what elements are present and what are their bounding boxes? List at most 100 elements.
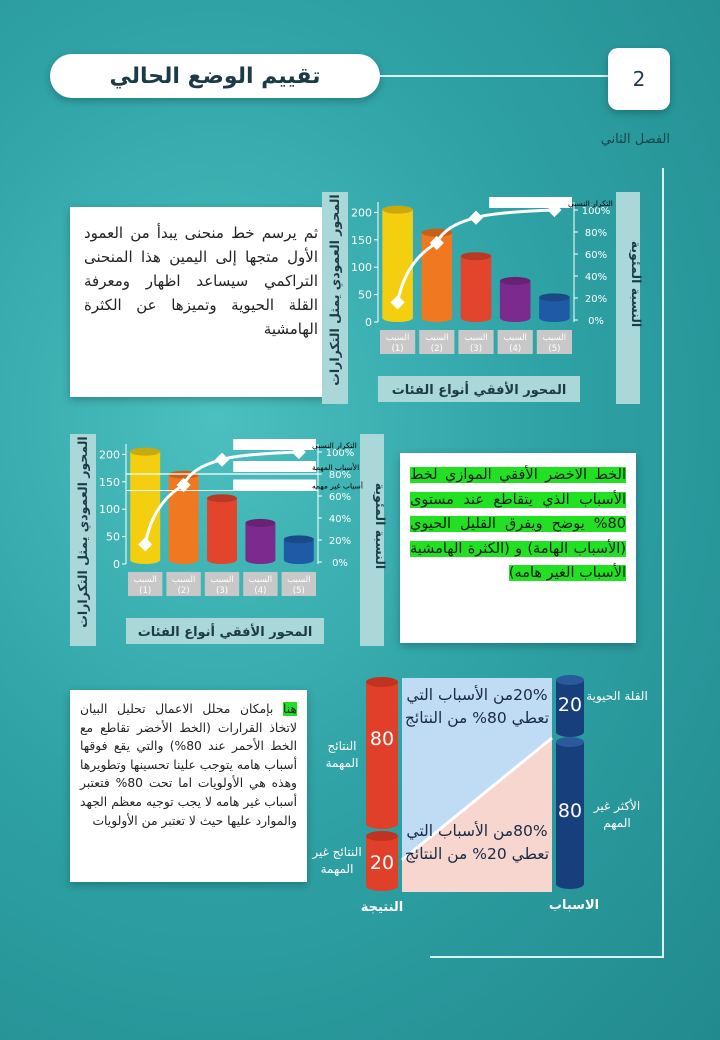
- pareto-rule-diagram: 80 20 20 80 20%من الأسباب التي تعطي 80% …: [312, 672, 650, 922]
- category-box: [166, 572, 201, 596]
- legend-important-box: [233, 461, 316, 472]
- category-label-index: (5): [548, 344, 560, 354]
- y-tick-label: 150: [351, 234, 372, 247]
- y2-tick-label: 40%: [585, 272, 607, 283]
- category-label: السبب: [503, 333, 526, 343]
- results-label: النتيجة: [360, 900, 404, 915]
- cumulative-curve: [143, 450, 299, 545]
- trivial-many-label: الأكثر غير المهم: [593, 799, 641, 830]
- category-label-index: (3): [216, 586, 228, 596]
- bar-top: [499, 276, 531, 285]
- chapter-label: الفصل الثاني: [600, 132, 670, 147]
- category-label-index: (1): [139, 586, 151, 596]
- category-label-index: (2): [178, 586, 190, 596]
- y2-axis-title: النسبة المئوية: [373, 483, 388, 569]
- text-block-green-line-text: الخط الاخضر الأفقي الموازي لخط الأسباب ا…: [410, 467, 626, 581]
- y-tick-label: 0: [113, 558, 120, 571]
- category-label: السبب: [543, 333, 566, 343]
- bar-body: [245, 522, 276, 560]
- y2-axis-title-panel: [360, 434, 384, 646]
- bar-5: [283, 535, 314, 564]
- y2-tick-label: 0%: [332, 558, 348, 569]
- bar-body: [460, 256, 492, 318]
- pareto-rule-svg: [366, 675, 584, 892]
- title-divider: [380, 75, 612, 77]
- category-box: [458, 330, 494, 354]
- causes-label: الاسباب: [548, 898, 600, 913]
- bar-base: [539, 314, 570, 322]
- x-axis-title-panel: [126, 618, 324, 644]
- vital-few-cylinder: [556, 675, 584, 737]
- category-label: السبب: [464, 333, 487, 343]
- bar-top: [207, 494, 237, 503]
- bar-top: [539, 293, 570, 302]
- text-block-analysis: هنا بإمكان محلل الاعمال تحليل البيان لات…: [70, 690, 307, 882]
- page-number: 2: [608, 48, 670, 110]
- y2-tick-label: 0%: [588, 316, 604, 327]
- bar-base: [499, 314, 531, 322]
- category-label: السبب: [172, 575, 195, 585]
- bar-body: [499, 280, 531, 318]
- y-tick-label: 200: [351, 206, 372, 219]
- legend-cumulative: التكرار النسبي: [568, 199, 613, 208]
- category-label-index: (1): [392, 344, 404, 354]
- cumulative-curve: [396, 208, 555, 303]
- y-axis-title: المحور العمودي يمثل التكرارات: [327, 194, 342, 385]
- y2-tick-label: 100%: [582, 206, 611, 217]
- category-box: [204, 572, 240, 596]
- bar-base: [245, 556, 276, 564]
- y-tick-label: 200: [99, 448, 120, 461]
- trivial-many-value: 80: [557, 800, 583, 822]
- category-box: [536, 330, 572, 354]
- bar-3: [207, 494, 237, 564]
- y2-tick-label: 80%: [585, 228, 607, 239]
- lower-region-text: 80%من الأسباب التي تعطي 20% من النتائج: [404, 822, 550, 863]
- y-tick-label: 50: [106, 531, 120, 544]
- important-results-cylinder: [366, 677, 398, 829]
- category-label: السبب: [249, 575, 272, 585]
- category-label-index: (3): [470, 344, 482, 354]
- important-results-value: 80: [369, 728, 395, 750]
- diagonal-divider: [401, 736, 553, 862]
- decorative-rail-horizontal: [430, 956, 664, 958]
- y-tick-label: 0: [365, 316, 372, 329]
- bar-body: [207, 498, 237, 560]
- y2-tick-label: 80%: [329, 470, 351, 481]
- cumulative-point: [214, 452, 230, 467]
- category-label-index: (4): [254, 586, 266, 596]
- category-label: السبب: [386, 333, 409, 343]
- y2-tick-label: 40%: [329, 514, 351, 525]
- bar-body: [539, 297, 570, 318]
- bar-4: [499, 276, 531, 322]
- bar-base: [460, 314, 492, 322]
- legend-unimportant-box: [233, 479, 316, 491]
- pareto-chart-1-svg: المحور العمودي يمثل التكرارات النسبة المئ…: [322, 192, 644, 404]
- bar-top: [130, 447, 161, 456]
- cumulative-point: [468, 210, 484, 225]
- legend-unimportant: أسباب غير مهمه: [312, 481, 363, 491]
- y-axis-title: المحور العمودي يمثل التكرارات: [75, 436, 90, 627]
- y2-tick-label: 20%: [585, 294, 607, 305]
- bar-4: [245, 518, 276, 564]
- x-axis-title: المحور الأفقي أنواع الفئات: [392, 381, 567, 398]
- category-box: [281, 572, 316, 596]
- legend-important: الأسباب المهمة: [312, 462, 359, 472]
- trivial-many-cylinder: [556, 737, 584, 889]
- upper-region-text: 20%من الأسباب التي تعطي 80% من النتائج: [404, 686, 550, 727]
- legend-cumulative-box: [233, 439, 316, 450]
- unimportant-results-label: النتائج غير المهمة: [312, 845, 362, 876]
- category-box: [497, 330, 533, 354]
- y-tick-label: 150: [99, 476, 120, 489]
- decorative-rail-vertical: [662, 168, 664, 958]
- unimportant-results-value: 20: [369, 852, 395, 874]
- x-axis-title-panel: [378, 376, 580, 402]
- bar-base: [168, 556, 199, 564]
- bar-base: [382, 314, 413, 322]
- y-tick-label: 100: [99, 503, 120, 516]
- bar-5: [539, 293, 570, 322]
- category-box: [419, 330, 455, 354]
- bar-top: [382, 205, 413, 214]
- highlight-word: هنا: [283, 702, 297, 716]
- y-tick-label: 50: [358, 289, 372, 302]
- pareto-chart-2: المحور العمودي يمثل التكرارات النسبة المئ…: [70, 434, 388, 646]
